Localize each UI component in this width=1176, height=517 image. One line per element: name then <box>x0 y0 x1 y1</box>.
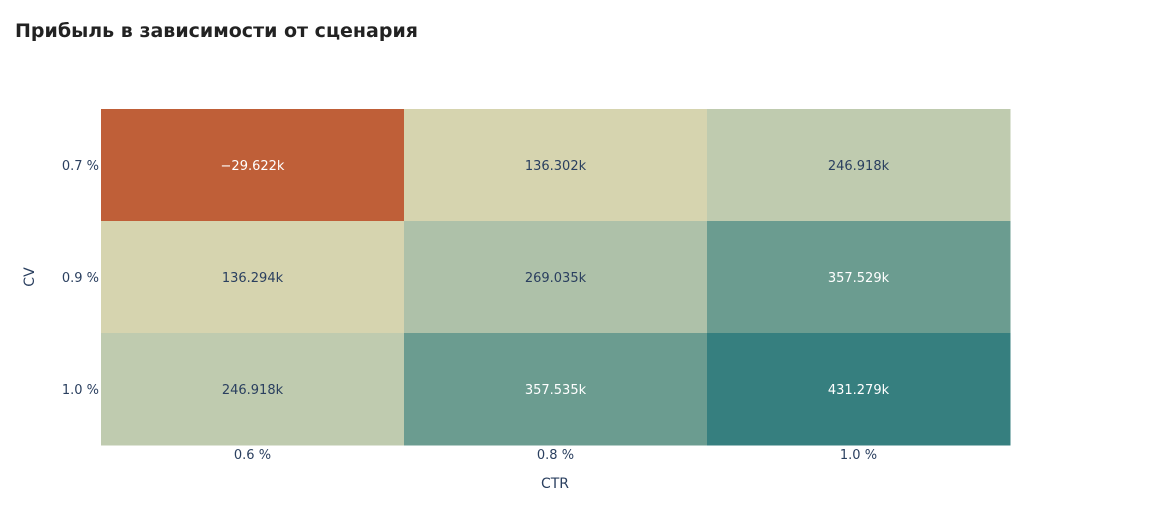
heatmap-cell <box>707 333 1011 446</box>
heatmap-cell-label: −29.622k <box>221 159 285 174</box>
heatmap-cell-label: 357.535k <box>525 383 587 398</box>
heatmap-cell-labels: −29.622k 136.302k 246.918k 136.294k 269.035k… <box>221 159 890 398</box>
heatmap-cell <box>101 109 405 222</box>
x-axis-title: CTR <box>541 476 569 492</box>
heatmap-cell <box>707 221 1011 334</box>
y-axis-ticks: 0.7 % 0.9 % 1.0 % <box>62 159 99 398</box>
heatmap-cell <box>101 333 405 446</box>
heatmap-cell-label: 136.294k <box>222 271 284 286</box>
y-axis-title: CV <box>22 267 38 287</box>
x-tick-label: 0.8 % <box>537 448 574 463</box>
x-tick-label: 0.6 % <box>234 448 271 463</box>
heatmap-cell-label: 431.279k <box>828 383 890 398</box>
heatmap-cell-label: 246.918k <box>222 383 284 398</box>
heatmap-cell <box>404 333 708 446</box>
heatmap-cell <box>707 109 1011 222</box>
chart-title: Прибыль в зависимости от сценария <box>15 20 418 42</box>
heatmap-cell <box>404 221 708 334</box>
y-tick-label: 0.9 % <box>62 271 99 286</box>
heatmap-cells <box>101 109 1011 446</box>
heatmap-cell-label: 357.529k <box>828 271 890 286</box>
heatmap-cell-label: 269.035k <box>525 271 587 286</box>
x-axis-ticks: 0.6 % 0.8 % 1.0 % <box>234 448 877 463</box>
y-tick-label: 0.7 % <box>62 159 99 174</box>
x-tick-label: 1.0 % <box>840 448 877 463</box>
y-tick-label: 1.0 % <box>62 383 99 398</box>
heatmap-cell-label: 246.918k <box>828 159 890 174</box>
heatmap-cell <box>404 109 708 222</box>
heatmap-cell-label: 136.302k <box>525 159 587 174</box>
heatmap-cell <box>101 221 405 334</box>
